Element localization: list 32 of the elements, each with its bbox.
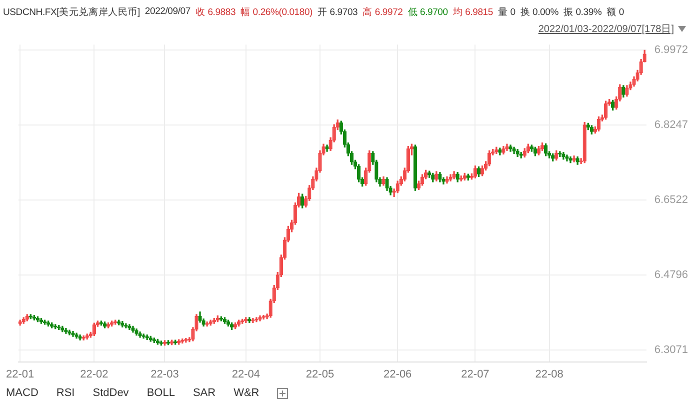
text: 额 0: [606, 6, 624, 19]
text: 均 6.9815: [452, 6, 493, 19]
text: W&R: [234, 387, 260, 399]
y-tick-label: 6.3071: [654, 344, 688, 356]
text: 2022/01/03-2022/09/07[178日]: [538, 23, 674, 36]
text: 幅 0.26%(0.0180): [240, 6, 313, 19]
y-tick-label: 6.6522: [654, 194, 688, 206]
text: 高 6.9972: [362, 6, 403, 19]
x-tick-label: 22-05: [306, 368, 334, 380]
y-tick-label: 6.8247: [654, 119, 688, 132]
text: 换 0.00%: [520, 6, 558, 19]
text: 量 0: [498, 6, 516, 19]
x-tick-label: 22-02: [80, 368, 108, 380]
text: 低 6.9700: [408, 6, 448, 19]
text: 开 6.9703: [318, 6, 358, 19]
text: BOLL: [146, 387, 175, 399]
x-tick-label: 22-03: [150, 368, 179, 380]
x-tick-label: 22-08: [535, 368, 564, 380]
text: 收 6.9883: [195, 6, 236, 19]
chart-title: USDCNH.FX[美元兑离岸人民币]: [3, 6, 140, 19]
y-tick-label: 6.4796: [654, 269, 688, 282]
x-tick-label: 22-04: [232, 368, 260, 380]
y-tick-label: 6.9972: [654, 44, 688, 56]
chart-subtitle: 2022/09/07: [144, 6, 190, 19]
text: MACD: [6, 387, 38, 399]
text: RSI: [56, 387, 75, 399]
text: 振 0.39%: [563, 6, 602, 19]
x-tick-label: 22-01: [6, 368, 34, 380]
x-tick-label: 22-06: [384, 368, 412, 380]
x-tick-label: 22-07: [461, 368, 490, 380]
text: StdDev: [92, 387, 129, 399]
text: SAR: [192, 387, 216, 399]
